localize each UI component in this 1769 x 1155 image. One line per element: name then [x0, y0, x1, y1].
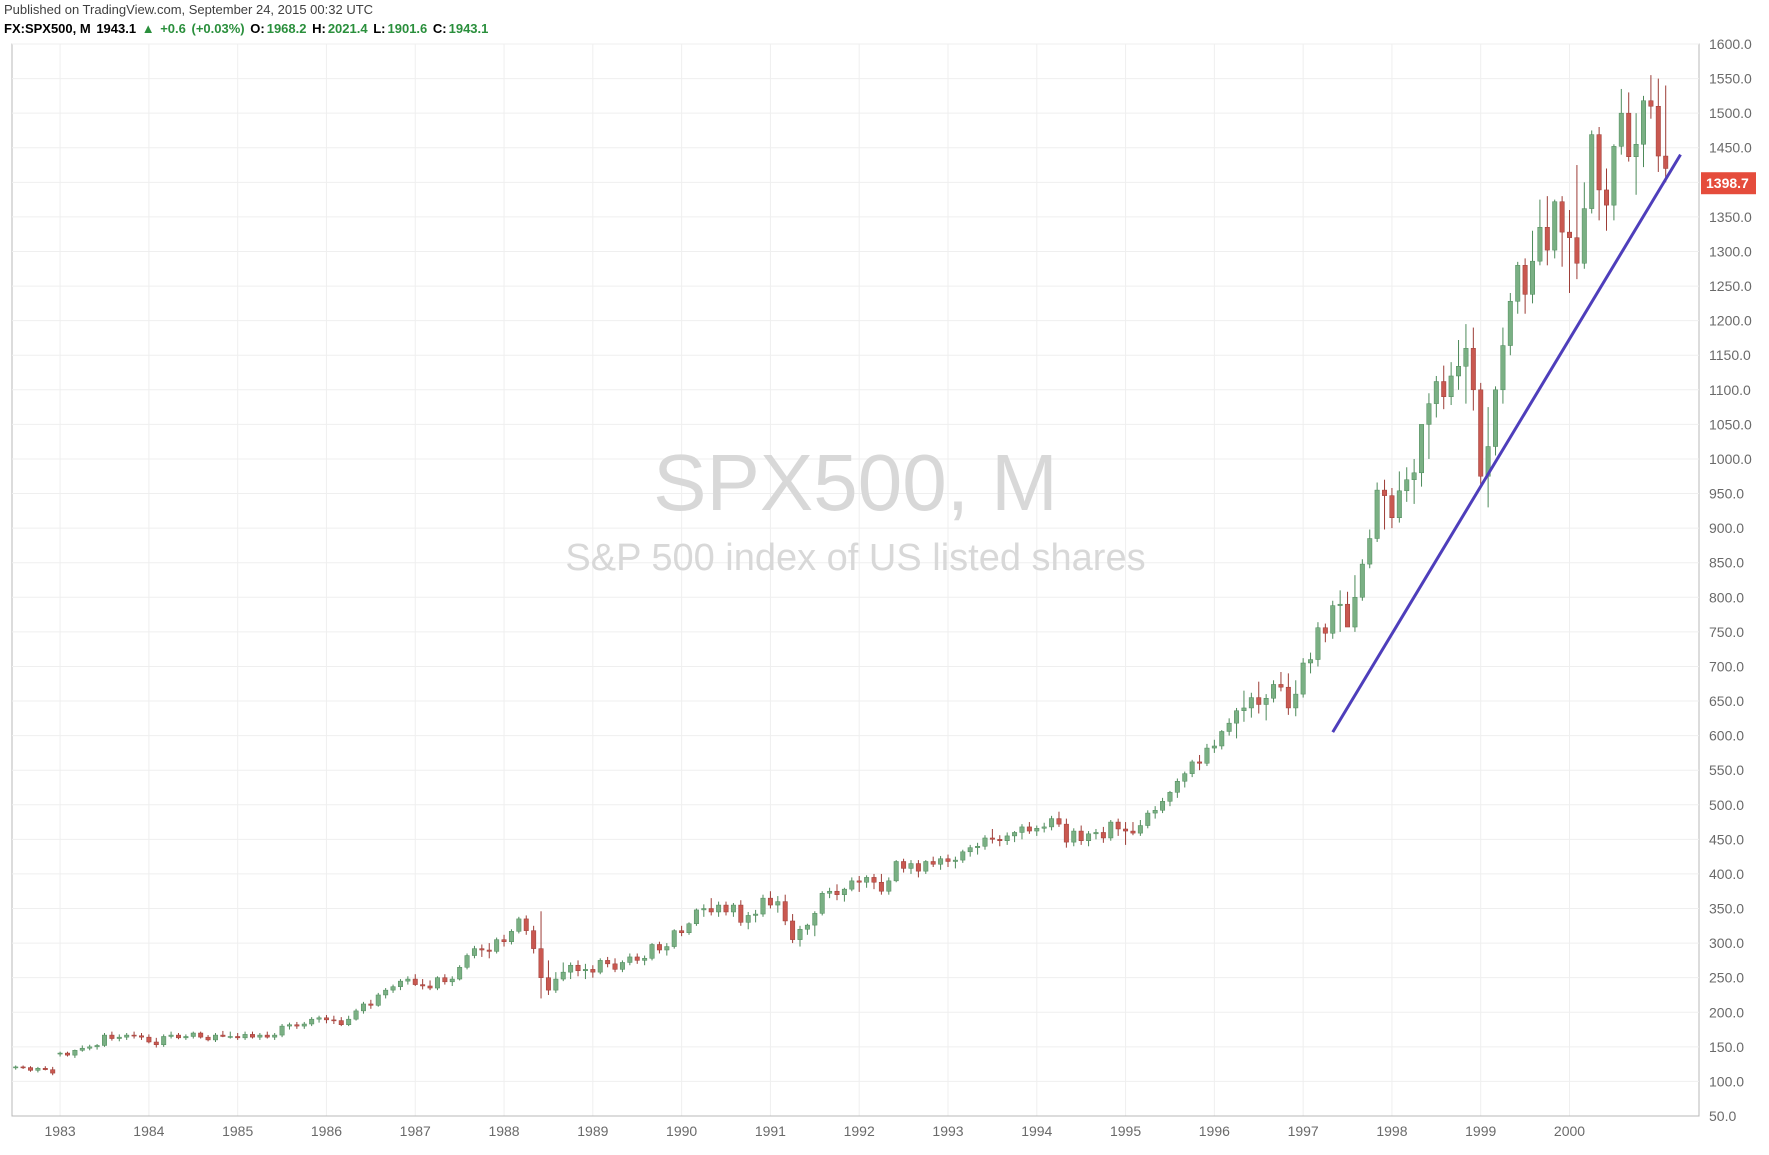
svg-text:1985: 1985 [222, 1123, 253, 1139]
svg-text:1150.0: 1150.0 [1709, 347, 1751, 363]
svg-text:1350.0: 1350.0 [1709, 209, 1752, 225]
svg-text:350.0: 350.0 [1709, 901, 1744, 917]
symbol: FX:SPX500, M [4, 21, 91, 36]
l-val: 1901.6 [388, 21, 428, 36]
svg-text:S&P 500 index of US listed sha: S&P 500 index of US listed shares [565, 537, 1145, 579]
svg-text:150.0: 150.0 [1709, 1039, 1744, 1055]
svg-text:1993: 1993 [932, 1123, 963, 1139]
svg-text:1990: 1990 [666, 1123, 697, 1139]
svg-text:800.0: 800.0 [1709, 589, 1744, 605]
svg-text:700.0: 700.0 [1709, 658, 1744, 674]
svg-text:1300.0: 1300.0 [1709, 243, 1752, 259]
svg-text:1550.0: 1550.0 [1709, 71, 1752, 87]
h-label: H: [312, 21, 326, 36]
o-label: O: [250, 21, 264, 36]
up-arrow-icon: ▲ [142, 21, 155, 36]
svg-text:1991: 1991 [755, 1123, 786, 1139]
svg-text:400.0: 400.0 [1709, 866, 1744, 882]
stats-bar: FX:SPX500, M 1943.1 ▲ +0.6 (+0.03%) O:19… [4, 21, 490, 36]
svg-text:900.0: 900.0 [1709, 520, 1744, 536]
svg-text:1250.0: 1250.0 [1709, 278, 1752, 294]
l-label: L: [373, 21, 385, 36]
svg-text:750.0: 750.0 [1709, 624, 1744, 640]
svg-text:600.0: 600.0 [1709, 728, 1744, 744]
svg-text:1987: 1987 [400, 1123, 431, 1139]
svg-text:200.0: 200.0 [1709, 1004, 1744, 1020]
svg-text:1000.0: 1000.0 [1709, 451, 1752, 467]
header-text: Published on TradingView.com, September … [4, 2, 373, 17]
svg-text:1983: 1983 [45, 1123, 76, 1139]
svg-text:2000: 2000 [1554, 1123, 1585, 1139]
svg-text:1200.0: 1200.0 [1709, 313, 1752, 329]
c-val: 1943.1 [449, 21, 489, 36]
svg-text:1450.0: 1450.0 [1709, 140, 1752, 156]
svg-text:300.0: 300.0 [1709, 935, 1744, 951]
c-label: C: [433, 21, 447, 36]
svg-text:1100.0: 1100.0 [1709, 382, 1751, 398]
h-val: 2021.4 [328, 21, 368, 36]
svg-text:1984: 1984 [133, 1123, 164, 1139]
svg-text:1992: 1992 [844, 1123, 875, 1139]
svg-text:1050.0: 1050.0 [1709, 416, 1752, 432]
svg-text:650.0: 650.0 [1709, 693, 1744, 709]
svg-text:1989: 1989 [577, 1123, 608, 1139]
svg-text:850.0: 850.0 [1709, 555, 1744, 571]
svg-text:1998: 1998 [1376, 1123, 1407, 1139]
o-val: 1968.2 [267, 21, 307, 36]
chart-container[interactable]: 50.0 100.0 150.0 200.0 250.0 300.0 350.0 400.0 4… [4, 38, 1764, 1150]
chart-svg[interactable]: 50.0 100.0 150.0 200.0 250.0 300.0 350.0 400.0 4… [4, 38, 1764, 1150]
svg-text:100.0: 100.0 [1709, 1073, 1744, 1089]
svg-text:450.0: 450.0 [1709, 831, 1744, 847]
price: 1943.1 [96, 21, 136, 36]
svg-text:50.0: 50.0 [1709, 1108, 1736, 1124]
svg-text:1996: 1996 [1199, 1123, 1230, 1139]
svg-text:1997: 1997 [1288, 1123, 1319, 1139]
svg-text:1999: 1999 [1465, 1123, 1496, 1139]
svg-text:1986: 1986 [311, 1123, 342, 1139]
svg-text:1600.0: 1600.0 [1709, 38, 1752, 52]
svg-text:1988: 1988 [488, 1123, 519, 1139]
svg-text:SPX500, M: SPX500, M [653, 438, 1058, 527]
svg-text:500.0: 500.0 [1709, 797, 1744, 813]
svg-text:250.0: 250.0 [1709, 970, 1744, 986]
svg-text:950.0: 950.0 [1709, 486, 1744, 502]
pct: (+0.03%) [192, 21, 245, 36]
change: +0.6 [160, 21, 186, 36]
svg-text:1398.7: 1398.7 [1706, 175, 1749, 191]
svg-text:1995: 1995 [1110, 1123, 1141, 1139]
svg-text:550.0: 550.0 [1709, 762, 1744, 778]
svg-text:1500.0: 1500.0 [1709, 105, 1752, 121]
svg-text:1994: 1994 [1021, 1123, 1052, 1139]
